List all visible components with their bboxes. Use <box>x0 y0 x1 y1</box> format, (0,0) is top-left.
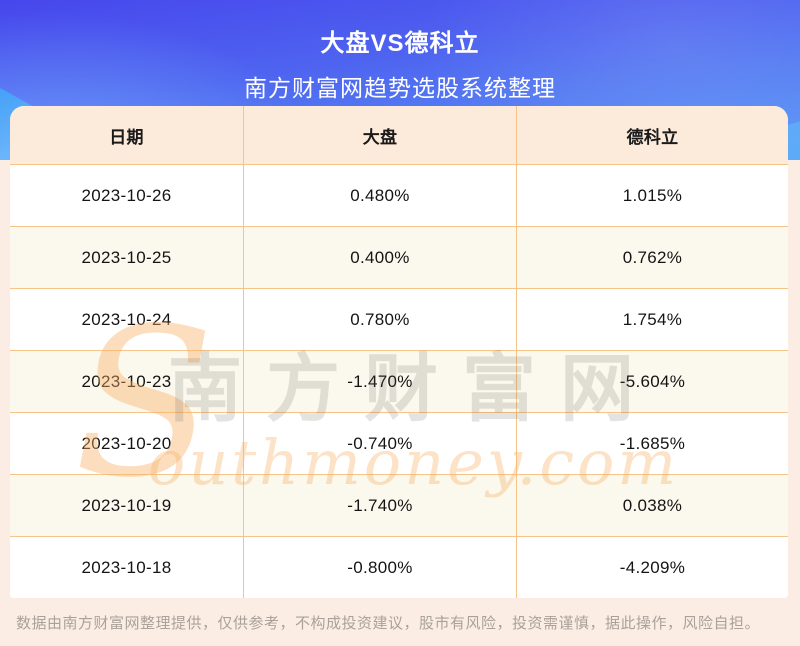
cell-stock-change: -1.685% <box>516 413 788 474</box>
cell-market-change: -0.740% <box>243 413 516 474</box>
cell-stock-change: -5.604% <box>516 351 788 412</box>
table-row: 2023-10-25 0.400% 0.762% <box>10 226 788 288</box>
page-title: 大盘VS德科立 <box>320 30 480 57</box>
column-header-market: 大盘 <box>243 106 516 164</box>
column-header-date: 日期 <box>109 127 144 147</box>
table-row: 2023-10-20 -0.740% -1.685% <box>10 412 788 474</box>
table-row: 2023-10-18 -0.800% -4.209% <box>10 536 788 598</box>
table-row: 2023-10-23 -1.470% -5.604% <box>10 350 788 412</box>
column-header-stock: 德科立 <box>516 106 788 164</box>
cell-stock-change: 1.754% <box>516 289 788 350</box>
cell-stock-change: -4.209% <box>516 537 788 598</box>
disclaimer-text: 数据由南方财富网整理提供，仅供参考，不构成投资建议，股市有风险，投资需谨慎，据此… <box>16 614 761 632</box>
cell-market-change: 0.780% <box>243 289 516 350</box>
table-row: 2023-10-19 -1.740% 0.038% <box>10 474 788 536</box>
cell-market-change: -1.740% <box>243 475 516 536</box>
cell-market-change: -0.800% <box>243 537 516 598</box>
cell-market-change: -1.470% <box>243 351 516 412</box>
cell-market-change: 0.480% <box>243 165 516 226</box>
page-subtitle: 南方财富网趋势选股系统整理 <box>244 75 556 101</box>
cell-date: 2023-10-25 <box>81 247 172 267</box>
table-row: 2023-10-24 0.780% 1.754% <box>10 288 788 350</box>
cell-stock-change: 1.015% <box>516 165 788 226</box>
cell-date: 2023-10-26 <box>81 185 172 205</box>
cell-date: 2023-10-20 <box>81 433 172 453</box>
comparison-table: 日期 大盘 德科立 2023-10-26 0.480% 1.015% 2023-… <box>10 106 788 598</box>
cell-date: 2023-10-24 <box>81 309 172 329</box>
table-row: 2023-10-26 0.480% 1.015% <box>10 164 788 226</box>
cell-stock-change: 0.762% <box>516 227 788 288</box>
cell-date: 2023-10-23 <box>81 371 172 391</box>
disclaimer-bar: 数据由南方财富网整理提供，仅供参考，不构成投资建议，股市有风险，投资需谨慎，据此… <box>0 598 800 646</box>
cell-date: 2023-10-18 <box>81 557 172 577</box>
table-header-row: 日期 大盘 德科立 <box>10 106 788 164</box>
cell-stock-change: 0.038% <box>516 475 788 536</box>
cell-market-change: 0.400% <box>243 227 516 288</box>
cell-date: 2023-10-19 <box>81 495 172 515</box>
